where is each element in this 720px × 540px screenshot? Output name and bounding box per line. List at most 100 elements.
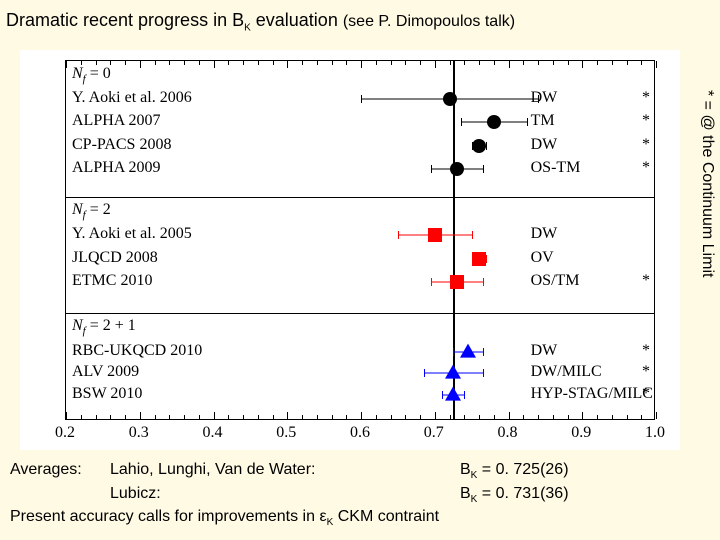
avg-row-0-val: BK = 0. 725(26) [460,459,710,483]
xtick-minor-bot [420,415,421,419]
xtick-minor-bot [538,415,539,419]
side-note: * = @ the Continuum Limit [698,90,716,277]
xtick-minor-bot [258,415,259,419]
plot-area: Nf = 0Y. Aoki et al. 2006DW*ALPHA 2007TM… [65,60,655,420]
error-cap [483,348,484,356]
section-header: Nf = 2 + 1 [72,317,136,337]
row-label: Y. Aoki et al. 2005 [72,225,192,243]
row-star: * [642,136,650,154]
closing-line: Present accuracy calls for improvements … [10,506,710,530]
xtick-minor-bot [597,415,598,419]
xtick-minor-bot [228,415,229,419]
xtick-minor-bot [317,415,318,419]
xtick-minor-bot [125,415,126,419]
data-point [445,386,461,400]
xtick-label: 0.8 [498,424,518,442]
xtick-minor-bot [81,415,82,419]
avg-0-post: = 0. 725(26) [477,461,568,478]
section-header: Nf = 0 [72,65,111,85]
xtick-minor-bot [568,415,569,419]
xtick-minor-top [184,61,185,65]
xtick-minor-top [568,61,569,65]
xtick-bot [582,412,583,419]
xtick-minor-top [125,61,126,65]
xtick-minor-bot [553,415,554,419]
row-right-label: DW/MILC [531,363,602,381]
averages-label: Averages: [10,459,110,483]
xtick-minor-bot [184,415,185,419]
xtick-label: 0.9 [571,424,591,442]
xtick-minor-top [391,61,392,65]
xtick-minor-bot [96,415,97,419]
error-cap [483,165,484,173]
error-cap [461,118,462,126]
xtick-bot [656,412,657,419]
xtick-minor-top [258,61,259,65]
xtick-minor-bot [110,415,111,419]
xtick-minor-bot [405,415,406,419]
row-right-label: OS/TM [531,272,580,290]
data-point [460,343,476,357]
error-cap [398,231,399,239]
xtick-minor-top [627,61,628,65]
row-star: * [642,89,650,107]
closing-pre: Present accuracy calls for improvements … [10,508,319,525]
plot-inner: Nf = 0Y. Aoki et al. 2006DW*ALPHA 2007TM… [66,61,654,419]
xtick-minor-top [155,61,156,65]
xtick-top [361,61,362,68]
xtick-label: 0.6 [350,424,370,442]
xtick-top [435,61,436,68]
xtick-minor-top [494,61,495,65]
xtick-minor-bot [169,415,170,419]
avg-row-1-val: BK = 0. 731(36) [460,483,710,507]
xtick-minor-top [641,61,642,65]
xtick-minor-top [405,61,406,65]
row-right-label: DW [531,342,558,360]
xtick-top [140,61,141,68]
xtick-minor-top [199,61,200,65]
xtick-bot [509,412,510,419]
row-label: CP-PACS 2008 [72,136,171,154]
data-point [472,139,486,153]
row-right-label: OV [531,249,554,267]
error-cap [483,278,484,286]
closing-eps: ε [319,508,326,525]
xtick-minor-top [376,61,377,65]
row-star: * [642,342,650,360]
xtick-minor-top [302,61,303,65]
figure: Nf = 0Y. Aoki et al. 2006DW*ALPHA 2007TM… [20,50,680,450]
row-label: RBC-UKQCD 2010 [72,342,202,360]
xtick-top [214,61,215,68]
xtick-top [582,61,583,68]
xtick-minor-top [597,61,598,65]
error-cap [361,95,362,103]
row-label: Y. Aoki et al. 2006 [72,89,192,107]
title-mid: evaluation [251,10,343,30]
row-star: * [642,272,650,290]
row-label: JLQCD 2008 [72,249,158,267]
xtick-label: 0.7 [424,424,444,442]
xtick-label: 0.3 [129,424,149,442]
xtick-minor-top [273,61,274,65]
xtick-bot [140,412,141,419]
xtick-minor-top [243,61,244,65]
xtick-label: 0.5 [276,424,296,442]
xtick-top [509,61,510,68]
error-cap [527,118,528,126]
data-point [428,228,442,242]
row-right-label: DW [531,225,558,243]
data-point [445,365,461,379]
row-label: ALPHA 2007 [72,112,160,130]
xtick-minor-top [228,61,229,65]
avg-1-pre: B [460,485,471,502]
xtick-minor-bot [627,415,628,419]
xtick-top [656,61,657,68]
row-right-label: OS-TM [531,159,581,177]
row-right-label: DW [531,136,558,154]
xtick-minor-bot [494,415,495,419]
error-cap [431,165,432,173]
xtick-minor-bot [302,415,303,419]
error-cap [472,231,473,239]
row-star: * [642,363,650,381]
xtick-minor-top [346,61,347,65]
